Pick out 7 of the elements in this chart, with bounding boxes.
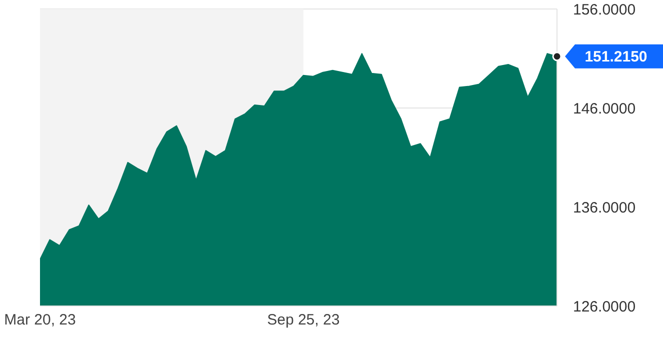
y-tick-label: 146.0000 <box>573 100 636 118</box>
y-tick-label: 136.0000 <box>573 199 636 216</box>
data-label: 151.2150 <box>584 48 648 66</box>
y-tick-label: 126.0000 <box>573 298 636 316</box>
y-tick-label: 156.0000 <box>573 1 636 18</box>
x-tick-label: Sep 25, 23 <box>267 312 340 329</box>
x-tick-label: Mar 20, 23 <box>4 312 76 329</box>
